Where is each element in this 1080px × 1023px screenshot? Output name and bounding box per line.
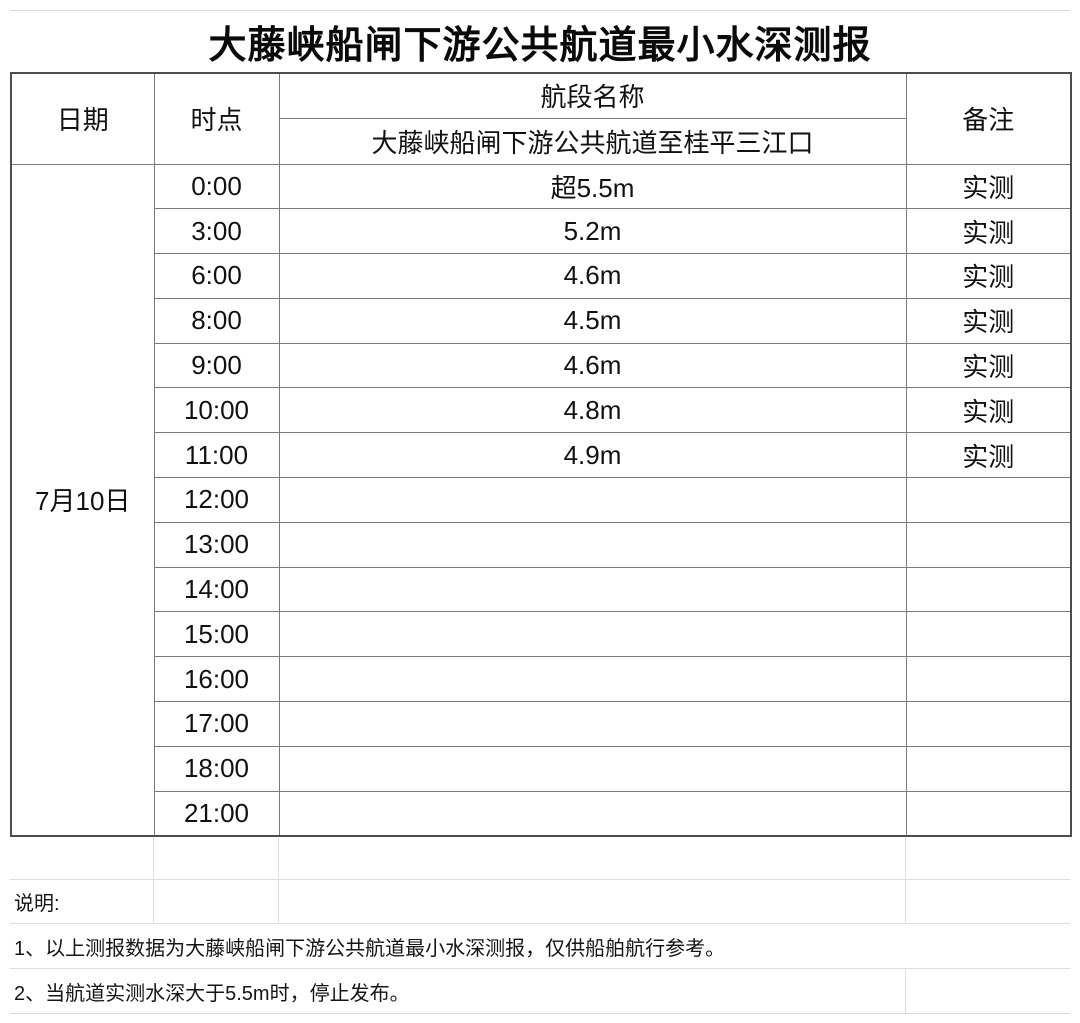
remark-cell	[905, 566, 1072, 613]
remark-cell: 实测	[905, 342, 1072, 389]
depth-cell: 超5.5m	[278, 163, 907, 210]
empty-row	[10, 836, 1070, 881]
depth-cell: 4.5m	[278, 297, 907, 344]
remark-cell	[905, 656, 1072, 703]
header-row-1: 日期 时点 航段名称 备注	[10, 72, 1072, 165]
table-row: 16:00	[11, 656, 1072, 703]
table-row: 21:00	[11, 790, 1072, 837]
remark-cell	[905, 701, 1072, 747]
table-row: 3:00 5.2m 实测	[11, 208, 1072, 255]
time-cell: 15:00	[153, 611, 280, 658]
time-cell: 17:00	[153, 701, 280, 747]
depth-cell	[278, 477, 907, 523]
note-2: 2、当航道实测水深大于5.5m时，停止发布。	[10, 968, 906, 1015]
time-cell: 8:00	[153, 297, 280, 344]
note-1: 1、以上测报数据为大藤峡船闸下游公共航道最小水深测报，仅供船舶航行参考。	[10, 923, 1070, 970]
remark-cell	[905, 611, 1072, 658]
remark-cell: 实测	[905, 432, 1072, 479]
remark-cell: 实测	[905, 253, 1072, 299]
time-cell: 13:00	[153, 521, 280, 568]
table-row: 13:00	[11, 521, 1072, 568]
remark-cell	[905, 521, 1072, 568]
depth-cell: 4.6m	[278, 342, 907, 389]
time-cell: 14:00	[153, 566, 280, 613]
header-section: 航段名称	[278, 72, 907, 119]
remark-cell	[905, 790, 1072, 837]
table-row: 11:00 4.9m 实测	[11, 432, 1072, 479]
report-sheet: 大藤峡船闸下游公共航道最小水深测报 日期 时点 航段名称 备注 大藤峡船闸下游公…	[10, 10, 1072, 1015]
table-row: 7月10日 0:00 超5.5m 实测	[10, 163, 1072, 837]
empty-cell	[905, 968, 1070, 1015]
remark-cell	[905, 745, 1072, 792]
empty-cell	[153, 879, 279, 925]
remark-cell: 实测	[905, 208, 1072, 255]
empty-cell	[278, 836, 906, 881]
depth-cell	[278, 701, 907, 747]
depth-cell	[278, 566, 907, 613]
table-row: 6:00 4.6m 实测	[11, 253, 1072, 299]
depth-cell: 4.9m	[278, 432, 907, 479]
time-cell: 6:00	[153, 253, 280, 299]
empty-cell	[10, 836, 154, 881]
header-remark: 备注	[905, 72, 1072, 165]
time-cell: 10:00	[153, 387, 280, 434]
table-row: 18:00	[11, 745, 1072, 792]
depth-cell: 5.2m	[278, 208, 907, 255]
table-row: 10:00 4.8m 实测	[11, 387, 1072, 434]
remark-cell: 实测	[905, 163, 1072, 210]
time-cell: 12:00	[153, 477, 280, 523]
time-cell: 11:00	[153, 432, 280, 479]
header-row-2: 大藤峡船闸下游公共航道至桂平三江口	[11, 117, 1071, 165]
remark-cell	[905, 477, 1072, 523]
time-cell: 3:00	[153, 208, 280, 255]
time-cell: 18:00	[153, 745, 280, 792]
time-cell: 21:00	[153, 790, 280, 837]
table-row: 14:00	[11, 566, 1072, 613]
date-cell: 7月10日	[10, 163, 155, 837]
time-cell: 16:00	[153, 656, 280, 703]
page-title: 大藤峡船闸下游公共航道最小水深测报	[10, 10, 1070, 72]
section-name-cell: 大藤峡船闸下游公共航道至桂平三江口	[278, 117, 907, 165]
header-time: 时点	[153, 72, 280, 165]
depth-report-table: 日期 时点 航段名称 备注 大藤峡船闸下游公共航道至桂平三江口 7月10日 0:…	[10, 72, 1072, 837]
notes-grid: 说明: 1、以上测报数据为大藤峡船闸下游公共航道最小水深测报，仅供船舶航行参考。…	[10, 836, 1070, 1015]
empty-cell	[905, 879, 1070, 925]
depth-cell: 4.8m	[278, 387, 907, 434]
table-row: 15:00	[11, 611, 1072, 658]
depth-cell	[278, 611, 907, 658]
depth-cell	[278, 521, 907, 568]
time-cell: 9:00	[153, 342, 280, 389]
notes-label: 说明:	[10, 879, 154, 925]
empty-cell	[278, 879, 906, 925]
remark-cell: 实测	[905, 387, 1072, 434]
notes-label-row: 说明:	[10, 879, 1070, 925]
header-date: 日期	[10, 72, 155, 165]
note-row: 2、当航道实测水深大于5.5m时，停止发布。	[10, 968, 1070, 1015]
remark-cell: 实测	[905, 297, 1072, 344]
depth-cell	[278, 656, 907, 703]
note-row: 1、以上测报数据为大藤峡船闸下游公共航道最小水深测报，仅供船舶航行参考。	[10, 923, 1070, 970]
table-row: 9:00 4.6m 实测	[11, 342, 1072, 389]
depth-cell: 4.6m	[278, 253, 907, 299]
depth-cell	[278, 745, 907, 792]
table-row: 17:00	[11, 701, 1072, 747]
depth-cell	[278, 790, 907, 837]
empty-cell	[905, 836, 1070, 881]
table-row: 8:00 4.5m 实测	[11, 297, 1072, 344]
empty-cell	[153, 836, 279, 881]
time-cell: 0:00	[153, 163, 280, 210]
table-row: 12:00	[11, 477, 1072, 523]
